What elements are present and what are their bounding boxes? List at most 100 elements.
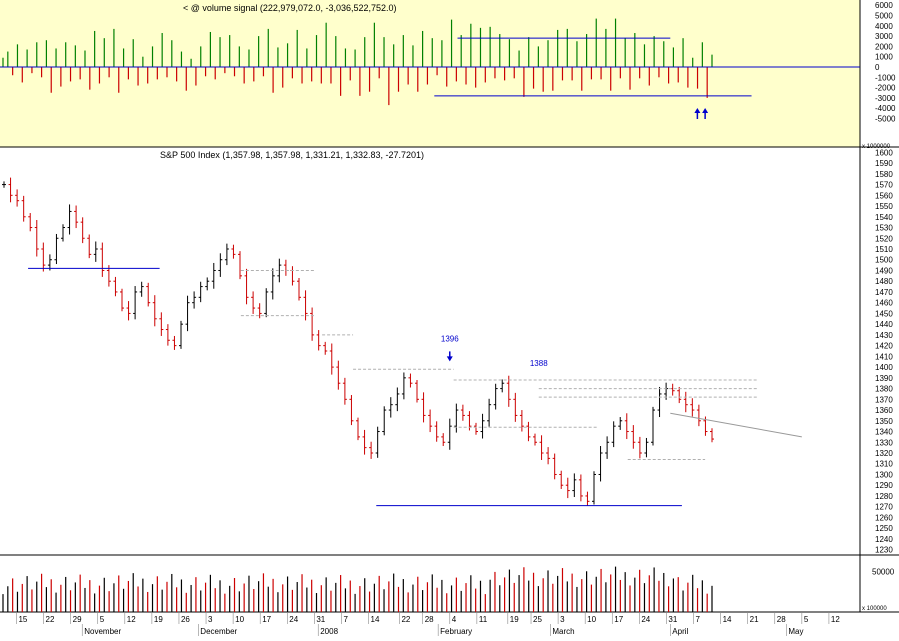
price-bar bbox=[349, 395, 354, 426]
price-bar bbox=[683, 391, 688, 413]
volume-signal-tick-label: 4000 bbox=[875, 22, 893, 31]
price-tick-label: 1270 bbox=[875, 503, 893, 512]
price-bar bbox=[270, 268, 275, 300]
price-tick-label: 1480 bbox=[875, 277, 893, 286]
price-bar bbox=[67, 204, 72, 235]
price-bar bbox=[126, 301, 131, 321]
price-bar bbox=[80, 217, 85, 244]
date-tick-label: 7 bbox=[696, 615, 701, 624]
price-bar bbox=[519, 410, 524, 432]
date-tick-label: 10 bbox=[587, 615, 596, 624]
price-bar bbox=[113, 276, 118, 297]
price-bar bbox=[375, 426, 380, 458]
date-tick-label: 25 bbox=[533, 615, 542, 624]
price-bar bbox=[447, 418, 452, 450]
price-bar bbox=[533, 433, 537, 446]
volume-signal-title: < @ volume signal (222,979,072.0, -3,036… bbox=[183, 3, 397, 13]
price-bar bbox=[388, 397, 393, 418]
price-bar bbox=[592, 471, 596, 505]
price-tick-label: 1280 bbox=[875, 492, 893, 501]
price-bar bbox=[198, 281, 203, 303]
date-tick-label: 17 bbox=[614, 615, 623, 624]
trend-line bbox=[670, 412, 802, 438]
price-bar bbox=[231, 244, 236, 259]
price-tick-label: 1260 bbox=[875, 513, 893, 522]
price-bar bbox=[611, 421, 616, 448]
date-tick-label: 31 bbox=[316, 615, 325, 624]
price-bar bbox=[211, 262, 216, 289]
date-tick-label: 14 bbox=[723, 615, 732, 624]
price-tick-label: 1510 bbox=[875, 245, 893, 254]
price-bar bbox=[100, 242, 105, 277]
price-bar bbox=[657, 386, 662, 418]
month-label: April bbox=[672, 627, 688, 636]
date-tick-label: 26 bbox=[181, 615, 190, 624]
price-bar bbox=[546, 447, 551, 465]
price-bar bbox=[310, 307, 315, 341]
volume-signal-tick-label: 3000 bbox=[875, 32, 893, 41]
volume-signal-multiplier: x 1000000 bbox=[862, 144, 891, 150]
volume-multiplier: x 100000 bbox=[862, 606, 887, 612]
price-bar bbox=[264, 288, 269, 318]
price-bar bbox=[415, 379, 419, 403]
price-bar bbox=[21, 195, 26, 222]
price-bar bbox=[382, 406, 387, 436]
price-bar bbox=[297, 277, 301, 301]
price-bar bbox=[139, 281, 144, 297]
date-tick-label: 28 bbox=[425, 615, 434, 624]
price-bar bbox=[277, 258, 282, 283]
volume-signal-tick-label: -1000 bbox=[875, 73, 896, 82]
price-bar bbox=[28, 213, 33, 232]
price-bar bbox=[192, 291, 197, 309]
date-tick-label: 19 bbox=[510, 615, 519, 624]
price-bar bbox=[605, 436, 610, 459]
price-bar bbox=[624, 413, 629, 440]
price-bar bbox=[651, 406, 655, 446]
price-bar bbox=[185, 295, 190, 332]
volume-signal-panel bbox=[0, 0, 860, 147]
price-bar bbox=[552, 453, 557, 480]
date-tick-label: 29 bbox=[73, 615, 82, 624]
price-tick-label: 1310 bbox=[875, 460, 893, 469]
price-tick-label: 1520 bbox=[875, 234, 893, 243]
date-tick-label: 22 bbox=[401, 615, 410, 624]
price-bar bbox=[559, 470, 564, 489]
date-tick-label: 14 bbox=[371, 615, 380, 624]
volume-signal-tick-label: 5000 bbox=[875, 12, 893, 21]
arrow-up-icon bbox=[694, 108, 701, 113]
price-bar bbox=[474, 422, 478, 435]
price-bar bbox=[303, 290, 308, 321]
price-bar bbox=[526, 421, 531, 442]
price-bar bbox=[316, 330, 321, 351]
month-label: 2008 bbox=[320, 627, 338, 636]
month-label: May bbox=[788, 627, 803, 636]
price-tick-label: 1230 bbox=[875, 546, 893, 555]
price-bar bbox=[572, 473, 577, 498]
price-bar bbox=[428, 409, 433, 433]
price-bar bbox=[395, 387, 400, 412]
price-bar bbox=[598, 446, 603, 482]
price-bar bbox=[323, 341, 328, 355]
price-bar bbox=[539, 435, 544, 460]
price-tick-label: 1420 bbox=[875, 342, 893, 351]
price-bar bbox=[578, 474, 583, 502]
date-tick-label: 3 bbox=[560, 615, 565, 624]
price-tick-label: 1370 bbox=[875, 395, 893, 404]
price-bar bbox=[356, 417, 360, 441]
price-tick-label: 1340 bbox=[875, 428, 893, 437]
month-label: March bbox=[552, 627, 574, 636]
price-tick-label: 1490 bbox=[875, 266, 893, 275]
date-tick-label: 12 bbox=[831, 615, 840, 624]
date-tick-label: 21 bbox=[750, 615, 759, 624]
date-tick-label: 24 bbox=[289, 615, 298, 624]
arrow-down-icon bbox=[446, 356, 453, 362]
date-tick-label: 12 bbox=[127, 615, 136, 624]
price-bar bbox=[8, 177, 13, 203]
volume-signal-tick-label: 2000 bbox=[875, 42, 893, 51]
price-bar bbox=[87, 234, 92, 259]
price-bar bbox=[362, 429, 367, 455]
volume-signal-tick-label: -4000 bbox=[875, 104, 896, 113]
price-bar bbox=[690, 398, 695, 417]
price-bar bbox=[205, 277, 210, 291]
price-tick-label: 1580 bbox=[875, 170, 893, 179]
